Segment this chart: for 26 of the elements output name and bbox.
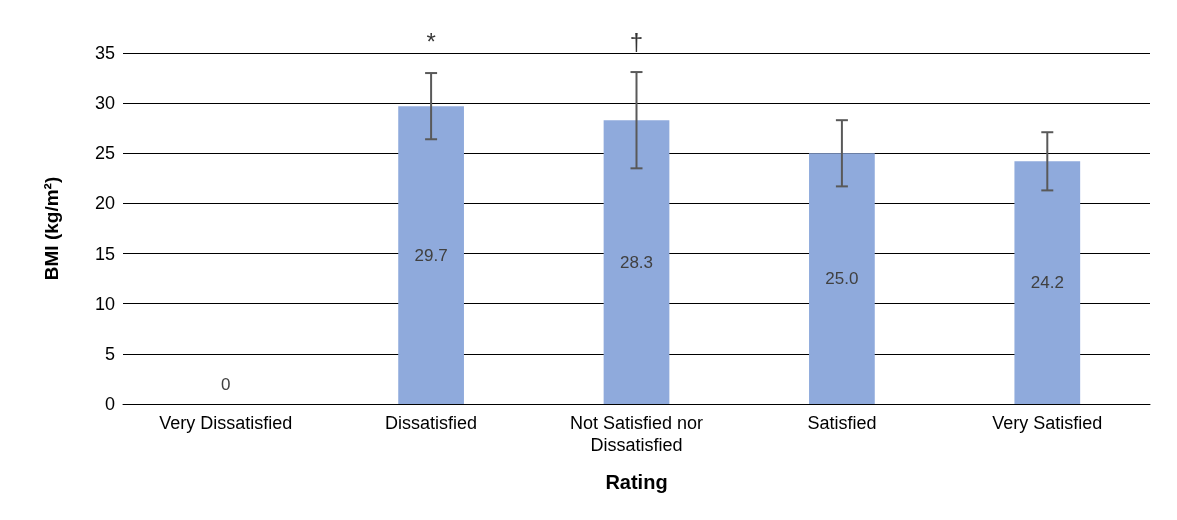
data-label: 28.3 xyxy=(619,252,654,272)
x-tick-label: Very Dissatisfied xyxy=(159,413,293,433)
bar xyxy=(603,120,670,404)
data-label: 25.0 xyxy=(825,269,859,289)
y-axis-title: BMI (kg/m²) xyxy=(41,176,62,281)
bar xyxy=(1014,161,1081,404)
y-tick-label: 20 xyxy=(94,193,115,214)
data-label: 29.7 xyxy=(414,245,448,265)
x-tick-label: Satisfied xyxy=(807,413,877,433)
bar xyxy=(398,106,464,404)
bar xyxy=(809,153,875,404)
x-tick-label: Not Satisfied nor Dissatisfied xyxy=(569,413,704,455)
x-tick-label: Very Satisfied xyxy=(992,413,1103,433)
y-tick-label: 5 xyxy=(104,343,115,364)
data-label: 0 xyxy=(220,374,231,394)
annotation: * xyxy=(426,27,436,55)
x-tick-label: Dissatisfied xyxy=(385,413,478,433)
y-tick-label: 15 xyxy=(94,243,115,264)
data-label: 24.2 xyxy=(1030,273,1064,293)
y-tick-label: 25 xyxy=(94,143,115,164)
y-tick-label: 0 xyxy=(104,394,115,414)
y-tick-label: 30 xyxy=(94,93,115,114)
annotation: † xyxy=(629,27,644,55)
y-tick-label: 10 xyxy=(94,293,115,314)
x-axis-title: Rating xyxy=(605,471,668,493)
y-tick-label: 35 xyxy=(94,43,115,63)
